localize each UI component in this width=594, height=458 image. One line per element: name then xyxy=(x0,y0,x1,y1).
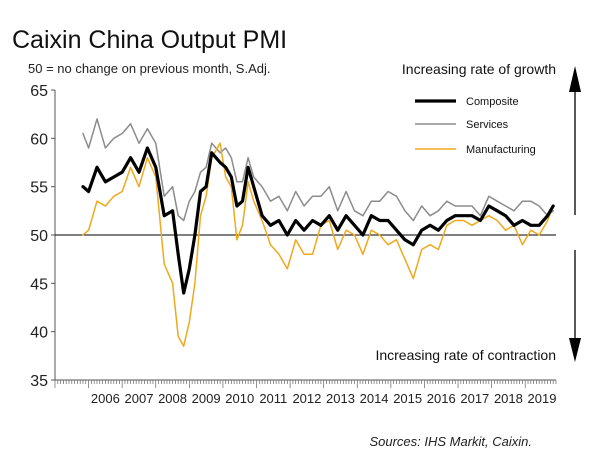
growth-arrow-head xyxy=(569,66,581,92)
x-tick-label: 2012 xyxy=(292,391,321,406)
contraction-arrow-head xyxy=(569,338,581,362)
x-tick-label: 2010 xyxy=(225,391,254,406)
legend-label-manufacturing: Manufacturing xyxy=(466,144,536,156)
x-tick-label: 2019 xyxy=(528,391,557,406)
legend: Composite Services Manufacturing xyxy=(415,96,536,156)
y-tick-label: 60 xyxy=(30,131,48,148)
source-note: Sources: IHS Markit, Caixin. xyxy=(369,434,532,449)
y-tick-label: 50 xyxy=(30,228,48,245)
x-tick-label: 2017 xyxy=(460,391,489,406)
x-tick-label: 2009 xyxy=(192,391,221,406)
growth-annotation: Increasing rate of growth xyxy=(402,61,556,77)
plot-frame xyxy=(54,90,556,381)
x-tick-label: 2014 xyxy=(360,391,389,406)
y-axis: 35 40 45 50 55 60 65 xyxy=(30,83,55,390)
series-lines xyxy=(81,118,555,347)
legend-label-composite: Composite xyxy=(466,96,519,108)
x-axis: 2006 2007 2008 2009 2010 2011 2012 2013 2014 2015… xyxy=(54,380,557,406)
x-tick-label: 2006 xyxy=(91,391,120,406)
y-tick-label: 55 xyxy=(30,180,48,197)
chart-subtitle: 50 = no change on previous month, S.Adj. xyxy=(28,61,270,76)
x-tick-label: 2007 xyxy=(125,391,154,406)
x-tick-label: 2016 xyxy=(427,391,456,406)
x-tick-label: 2011 xyxy=(259,391,287,406)
series-line-composite xyxy=(81,146,555,295)
y-tick-label: 65 xyxy=(30,83,48,100)
y-tick-label: 35 xyxy=(30,373,48,390)
chart-title: Caixin China Output PMI xyxy=(12,26,287,54)
x-tick-label: 2013 xyxy=(326,391,355,406)
y-tick-label: 45 xyxy=(30,276,48,293)
y-tick-label: 40 xyxy=(30,325,48,342)
x-tick-label: 2008 xyxy=(158,391,187,406)
series-line-manufacturing xyxy=(82,142,554,347)
direction-arrows xyxy=(569,66,581,362)
contraction-annotation: Increasing rate of contraction xyxy=(375,347,556,363)
x-tick-label: 2015 xyxy=(393,391,422,406)
legend-label-services: Services xyxy=(466,119,509,131)
series-line-services xyxy=(82,118,554,222)
x-tick-label: 2018 xyxy=(494,391,523,406)
